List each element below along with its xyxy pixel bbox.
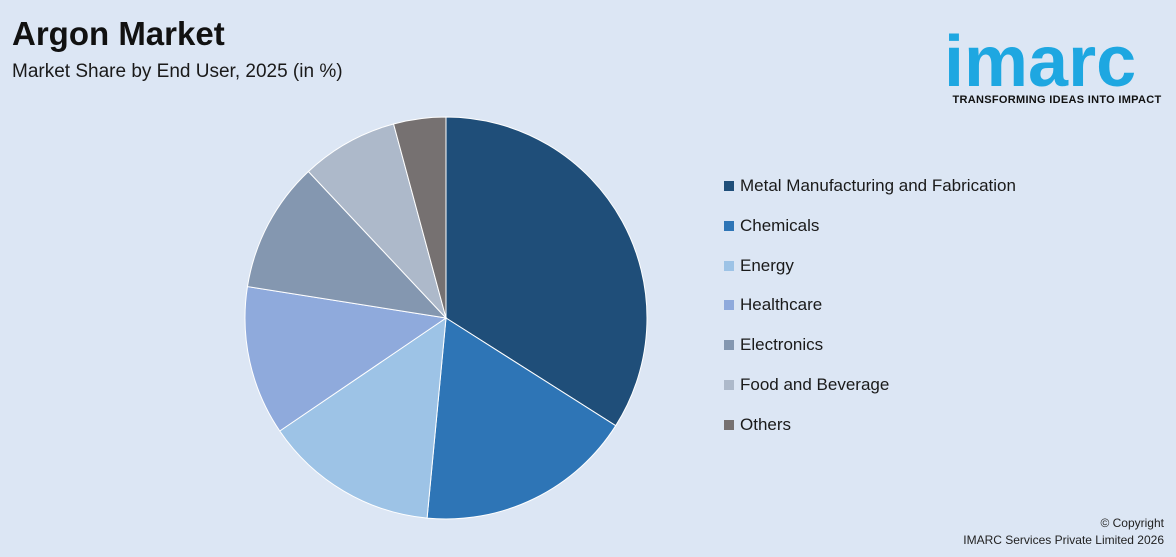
legend-item-chemicals: Chemicals xyxy=(724,214,1016,254)
logo-tagline: TRANSFORMING IDEAS INTO IMPACT xyxy=(952,94,1162,106)
legend-label: Healthcare xyxy=(740,295,823,315)
legend-item-electronics: Electronics xyxy=(724,333,1016,373)
copyright-line-1: © Copyright xyxy=(1100,516,1164,530)
pie-slice-electronics xyxy=(246,170,448,319)
pie-slice-others xyxy=(392,116,447,319)
legend-swatch xyxy=(724,379,734,390)
pie-slice-healthcare xyxy=(244,285,448,432)
legend-item-metal-manufacturing-and-fabrication: Metal Manufacturing and Fabrication xyxy=(724,174,1016,214)
copyright-notice: © Copyright IMARC Services Private Limit… xyxy=(963,515,1164,549)
legend-swatch xyxy=(724,300,734,311)
pie-slice-chemicals xyxy=(426,317,617,520)
legend-label: Others xyxy=(740,414,792,434)
legend-label: Metal Manufacturing and Fabrication xyxy=(740,176,1016,195)
legend-swatch xyxy=(724,220,734,231)
legend-swatch xyxy=(724,181,734,191)
pie-chart-svg xyxy=(244,116,648,520)
pie-slice-food-and-beverage xyxy=(307,123,447,319)
legend-label: Food and Beverage xyxy=(740,374,890,394)
legend-swatch xyxy=(724,419,734,430)
legend-label: Chemicals xyxy=(740,215,820,235)
pie-slice-energy xyxy=(279,316,447,519)
chart-title: Argon Market xyxy=(12,15,225,52)
legend-label: Energy xyxy=(740,255,794,275)
chart-legend: Metal Manufacturing and Fabrication Chemi… xyxy=(724,174,1016,453)
legend-item-food-and-beverage: Food and Beverage xyxy=(724,373,1016,413)
logo-wordmark: imarc xyxy=(944,22,1136,102)
imarc-logo: imarc TRANSFORMING IDEAS INTO IMPACT xyxy=(942,8,1172,108)
copyright-line-2: IMARC Services Private Limited 2026 xyxy=(963,533,1164,547)
pie-chart xyxy=(240,112,652,524)
chart-subtitle: Market Share by End User, 2025 (in %) xyxy=(12,61,343,82)
legend-swatch xyxy=(724,340,734,351)
svg-text:imarc: imarc xyxy=(944,22,1136,92)
legend-item-energy: Energy xyxy=(724,254,1016,294)
legend-swatch xyxy=(724,260,734,271)
legend-item-healthcare: Healthcare xyxy=(724,293,1016,333)
legend-label: Electronics xyxy=(740,335,824,355)
pie-slice-metal-manufacturing-and-fabrication xyxy=(445,116,648,427)
legend-item-others: Others xyxy=(724,413,1016,453)
